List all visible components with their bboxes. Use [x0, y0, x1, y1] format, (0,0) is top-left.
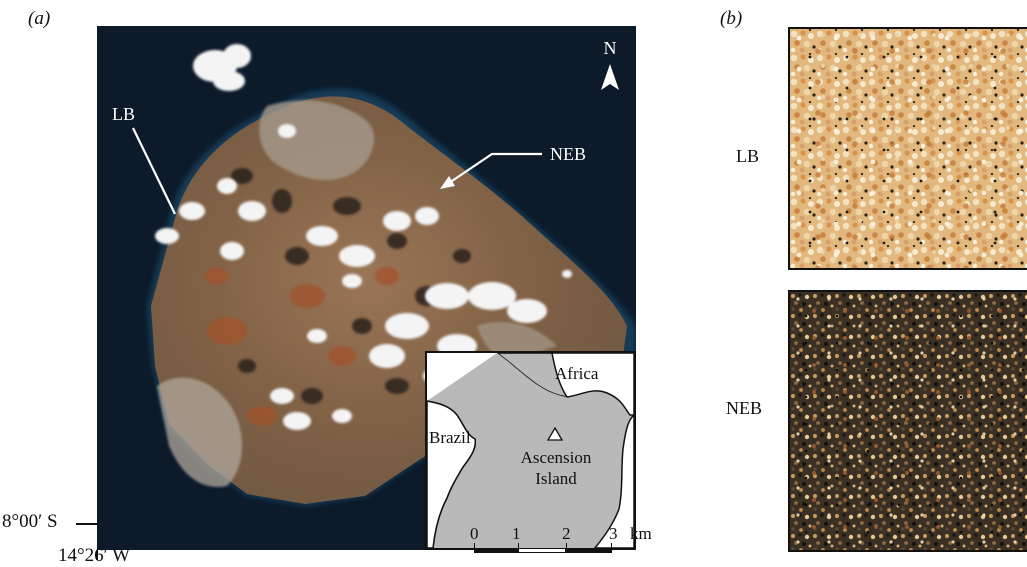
inset-map: Africa Brazil Ascension Island — [425, 351, 636, 550]
satellite-map: LB NEB N — [97, 26, 636, 550]
dark-lava-patches — [231, 168, 471, 404]
panel-b-label: (b) — [720, 8, 743, 29]
latitude-label: 8°00′ S — [2, 511, 58, 532]
brazil-land — [426, 400, 477, 549]
latitude-tick — [76, 523, 97, 525]
inset-label-africa: Africa — [555, 364, 599, 383]
terrain-patch — [259, 100, 375, 181]
scale-tick-1: 1 — [512, 524, 521, 543]
scale-tick-2: 2 — [562, 524, 571, 543]
terrain-patch — [477, 322, 557, 360]
sand-photo-neb — [788, 290, 1027, 552]
scale-segment — [518, 548, 566, 553]
north-label: N — [604, 38, 617, 58]
red-cinder-patches — [205, 267, 399, 426]
inset-label-brazil: Brazil — [429, 428, 471, 447]
sand-photo-lb — [788, 27, 1027, 270]
inset-map-drawing: Africa Brazil Ascension Island — [426, 352, 635, 549]
longitude-tick — [96, 550, 98, 560]
scale-tick-3: 3 — [609, 524, 618, 543]
ascension-triangle-icon — [546, 426, 564, 441]
neb-site-label: NEB — [550, 144, 586, 164]
lb-pointer-line — [132, 127, 176, 215]
neb-pointer-arrowhead — [440, 176, 455, 189]
neb-pointer-line — [448, 152, 542, 184]
sample-label-lb: LB — [736, 146, 760, 166]
north-arrow-icon — [601, 64, 619, 90]
sand-texture-neb — [790, 292, 1027, 550]
scale-tick-0: 0 — [470, 524, 479, 543]
island-landmass — [151, 96, 627, 504]
africa-land-south — [593, 413, 635, 549]
atlantic-ocean — [427, 353, 634, 548]
scale-segment — [566, 548, 612, 553]
scale-unit: km — [630, 524, 652, 543]
inset-corner — [427, 353, 497, 401]
longitude-label: 14°26′ W — [58, 545, 131, 566]
inset-label-ascension-1: Ascension — [521, 448, 592, 467]
scale-bar: 0 1 2 3 km — [470, 524, 652, 558]
panel-a-label: (a) — [28, 8, 51, 29]
sample-label-neb: NEB — [726, 398, 762, 418]
satellite-image: LB NEB N — [97, 26, 636, 550]
terrain-patch — [157, 377, 242, 487]
africa-land-north — [551, 352, 635, 416]
inset-label-ascension-2: Island — [535, 469, 577, 488]
lb-site-label: LB — [112, 104, 135, 124]
scale-segment — [474, 548, 518, 553]
sand-texture-lb — [790, 29, 1027, 268]
